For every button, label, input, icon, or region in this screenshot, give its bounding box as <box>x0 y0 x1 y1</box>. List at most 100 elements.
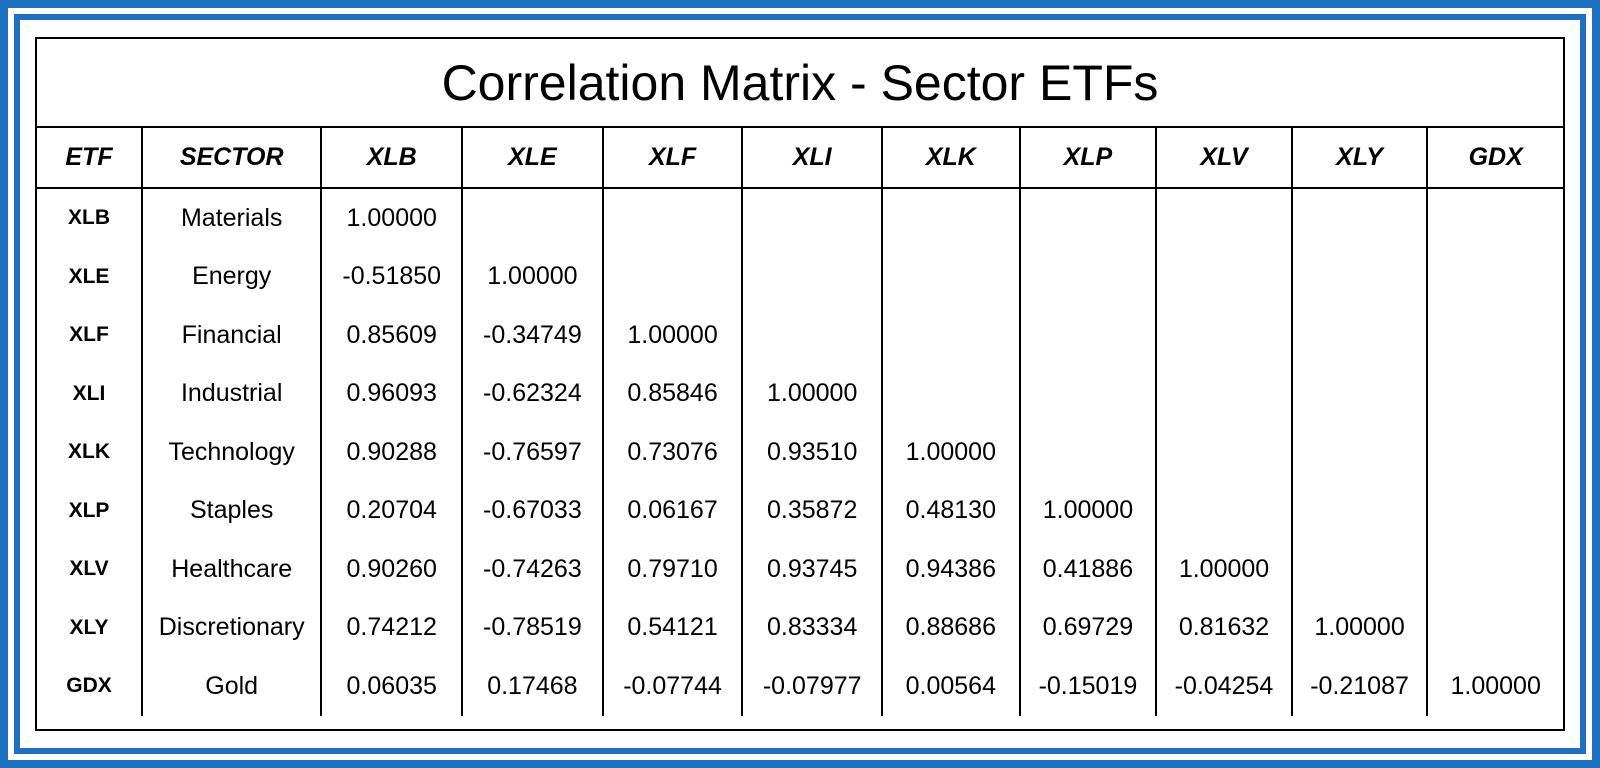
correlation-cell: 1.00000 <box>461 247 603 306</box>
correlation-cell: -0.04254 <box>1155 657 1292 716</box>
row-sector-label: Industrial <box>140 364 322 423</box>
correlation-cell <box>1018 247 1157 306</box>
correlation-cell: 0.17468 <box>461 657 603 716</box>
column-header-xlk: XLK <box>881 128 1020 189</box>
correlation-cell: -0.67033 <box>461 481 603 540</box>
correlation-cell <box>1155 188 1292 248</box>
correlation-cell: 0.06035 <box>320 657 463 716</box>
correlation-cell: 1.00000 <box>601 306 743 365</box>
correlation-cell: 0.93745 <box>741 540 883 599</box>
correlation-cell <box>1155 364 1292 423</box>
table-row: XLY Discretionary 0.74212 -0.78519 0.54121 0.… <box>37 598 1563 657</box>
correlation-cell: 0.41886 <box>1018 540 1157 599</box>
table-row: XLP Staples 0.20704 -0.67033 0.06167 0.35872 0… <box>37 481 1563 540</box>
correlation-cell: 0.90260 <box>320 540 463 599</box>
correlation-cell: 0.69729 <box>1018 598 1157 657</box>
correlation-cell <box>1155 247 1292 306</box>
correlation-cell: -0.07977 <box>741 657 883 716</box>
correlation-cell: 1.00000 <box>1290 598 1428 657</box>
row-sector-label: Energy <box>140 247 322 306</box>
column-header-xlf: XLF <box>601 128 743 189</box>
correlation-cell: 0.83334 <box>741 598 883 657</box>
correlation-cell <box>741 247 883 306</box>
row-etf-label: XLV <box>69 557 109 581</box>
row-etf-label: XLI <box>72 381 106 405</box>
correlation-cell <box>1155 423 1292 482</box>
correlation-cell: 0.06167 <box>601 481 743 540</box>
row-etf-label: XLK <box>67 440 110 464</box>
correlation-cell <box>1426 247 1563 306</box>
matrix-body: XLB Materials 1.00000 XLE Energy -0.51850 1.00… <box>37 188 1563 716</box>
table-row: XLI Industrial 0.96093 -0.62324 0.85846 1.000… <box>37 364 1563 423</box>
correlation-cell: -0.78519 <box>461 598 603 657</box>
chart-title: Correlation Matrix - Sector ETFs <box>37 39 1563 128</box>
column-header-xlv: XLV <box>1155 128 1292 189</box>
row-etf-label: XLB <box>67 206 110 230</box>
correlation-cell: 0.85846 <box>601 364 743 423</box>
correlation-cell <box>881 188 1020 248</box>
correlation-cell <box>601 188 743 248</box>
column-header-xle: XLE <box>461 128 603 189</box>
correlation-cell <box>1155 306 1292 365</box>
correlation-cell: 0.73076 <box>601 423 743 482</box>
correlation-cell <box>1018 423 1157 482</box>
column-header-xlb: XLB <box>320 128 463 189</box>
correlation-cell <box>741 306 883 365</box>
correlation-cell: 1.00000 <box>1426 657 1563 716</box>
table-row: XLB Materials 1.00000 <box>37 188 1563 248</box>
correlation-cell: 0.88686 <box>881 598 1020 657</box>
row-etf-label: XLY <box>69 615 109 639</box>
column-header-gdx: GDX <box>1426 128 1563 189</box>
column-header-xli: XLI <box>741 128 883 189</box>
correlation-cell: -0.74263 <box>461 540 603 599</box>
correlation-cell <box>1018 188 1157 248</box>
correlation-cell <box>1426 306 1563 365</box>
correlation-cell <box>1426 364 1563 423</box>
correlation-cell: 0.94386 <box>881 540 1020 599</box>
correlation-cell: -0.34749 <box>461 306 603 365</box>
correlation-cell <box>601 247 743 306</box>
row-sector-label: Technology <box>140 423 322 482</box>
correlation-cell <box>1426 481 1563 540</box>
correlation-cell: -0.21087 <box>1290 657 1428 716</box>
correlation-cell <box>881 306 1020 365</box>
correlation-cell: 0.00564 <box>881 657 1020 716</box>
correlation-cell: 1.00000 <box>320 188 463 248</box>
table-row: GDX Gold 0.06035 0.17468 -0.07744 -0.07977 0.0… <box>37 657 1563 716</box>
correlation-cell <box>1290 540 1428 599</box>
row-sector-label: Staples <box>140 481 322 540</box>
correlation-cell <box>1290 364 1428 423</box>
correlation-cell: 0.54121 <box>601 598 743 657</box>
column-header-xlp: XLP <box>1018 128 1157 189</box>
correlation-cell <box>1290 188 1428 248</box>
table-row: XLE Energy -0.51850 1.00000 <box>37 247 1563 306</box>
table-row: XLF Financial 0.85609 -0.34749 1.00000 <box>37 306 1563 365</box>
correlation-cell <box>881 364 1020 423</box>
column-header-etf: ETF <box>37 128 142 189</box>
row-etf-label: XLP <box>68 498 110 522</box>
correlation-cell <box>1426 598 1563 657</box>
column-header-sector: SECTOR <box>140 128 322 189</box>
correlation-cell: 1.00000 <box>881 423 1020 482</box>
correlation-cell: -0.62324 <box>461 364 603 423</box>
correlation-cell <box>881 247 1020 306</box>
correlation-cell: 0.90288 <box>320 423 463 482</box>
matrix-table: ETF SECTOR XLB XLE XLF XLI XLK XLP XLV XLY GDX XLB… <box>37 128 1563 716</box>
correlation-cell <box>1018 306 1157 365</box>
correlation-cell: 1.00000 <box>1155 540 1292 599</box>
correlation-cell: 0.79710 <box>601 540 743 599</box>
row-sector-label: Discretionary <box>140 598 322 657</box>
correlation-cell: -0.76597 <box>461 423 603 482</box>
correlation-cell: 0.96093 <box>320 364 463 423</box>
correlation-cell <box>1290 481 1428 540</box>
correlation-cell: 1.00000 <box>741 364 883 423</box>
correlation-cell: 0.85609 <box>320 306 463 365</box>
header-row: ETF SECTOR XLB XLE XLF XLI XLK XLP XLV XLY GDX <box>37 128 1563 189</box>
correlation-cell: -0.15019 <box>1018 657 1157 716</box>
table-row: XLK Technology 0.90288 -0.76597 0.73076 0.935… <box>37 423 1563 482</box>
correlation-cell <box>1426 423 1563 482</box>
row-etf-label: XLE <box>68 264 110 288</box>
row-etf-label: GDX <box>66 674 112 698</box>
correlation-cell: 0.93510 <box>741 423 883 482</box>
row-sector-label: Gold <box>140 657 322 716</box>
